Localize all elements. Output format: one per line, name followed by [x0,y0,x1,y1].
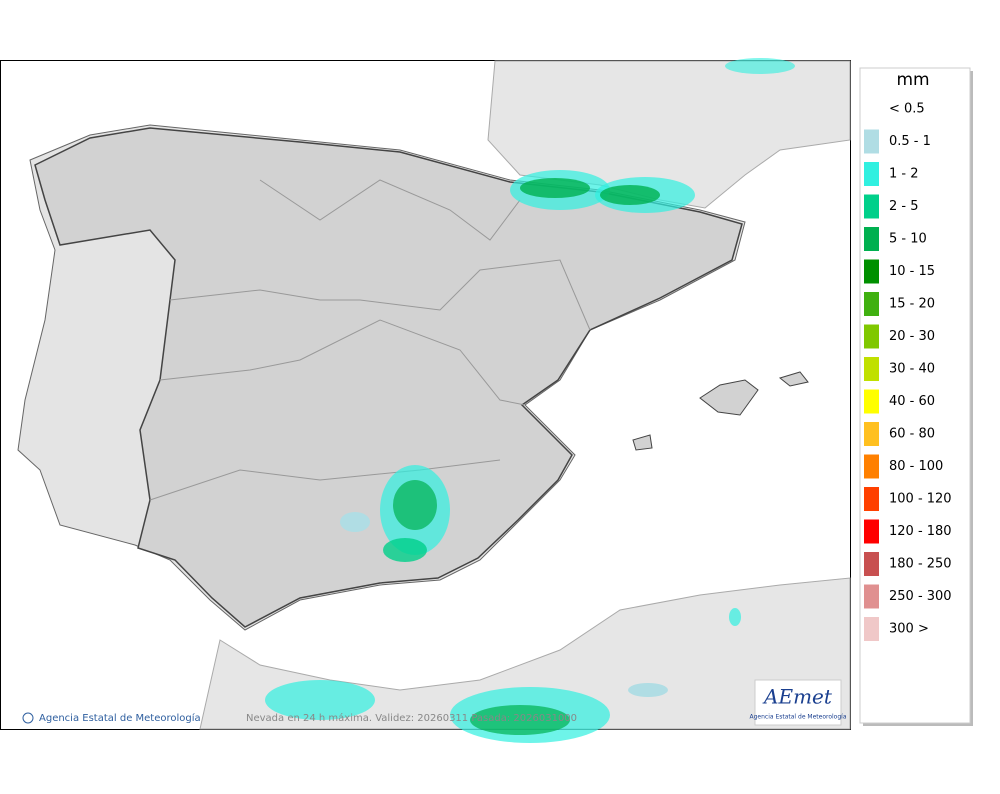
logo-box [754,679,842,726]
snow-area [393,480,437,530]
france [487,60,851,209]
legend-swatch [864,259,879,284]
legend-label: 120 - 180 [889,524,952,539]
legend-label: 100 - 120 [889,492,952,507]
legend-items: < 0.5 0.5 - 1 1 - 2 2 - 5 5 - 10 10 - 15 15 - … [864,102,952,641]
mallorca [699,379,759,416]
snow-area [600,185,660,205]
legend-swatch [864,552,879,576]
legend-swatch [864,162,879,186]
legend-label: 60 - 80 [889,427,935,442]
snow-area [340,512,370,532]
legend-swatch [864,422,879,446]
legend-label: 1 - 2 [889,167,919,182]
credit: Agencia Estatal de Meteorología [39,712,201,724]
legend-swatch [864,292,879,316]
legend-swatch [864,584,879,609]
legend-swatch [864,324,879,349]
region-borders [149,179,591,501]
caption: Nevada en 24 h máxima. Validez: 20260311… [246,712,577,724]
legend-swatch [864,617,879,641]
legend-label: 300 > [889,622,929,637]
legend-label: 30 - 40 [889,362,935,377]
legend-label: 15 - 20 [889,297,935,312]
legend-label: 180 - 250 [889,557,952,572]
legend-swatch [864,194,879,219]
menorca [778,371,809,387]
snow-area [729,608,741,626]
legend-swatch [864,389,879,414]
border [149,459,501,501]
legend-label: 2 - 5 [889,199,919,214]
snow-area [383,538,427,562]
snow-areas [265,58,795,743]
legend-label: < 0.5 [889,102,925,117]
legend-label: 40 - 60 [889,394,935,409]
snow-area [520,178,590,198]
legend-swatch [864,519,879,544]
snow-area [628,683,668,697]
legend-swatch [864,487,879,511]
copyright-icon [22,712,34,724]
snow-area [265,680,375,720]
legend-label: 5 - 10 [889,232,927,247]
legend-title: mm [896,70,929,90]
legend-label: 80 - 100 [889,459,943,474]
border [169,259,591,331]
logo: AEmet [762,685,833,709]
snow-area [470,705,570,735]
border [259,179,521,241]
legend-swatch [864,129,879,154]
legend-label: 0.5 - 1 [889,134,931,149]
legend-swatch [864,454,879,479]
legend-label: 20 - 30 [889,329,935,344]
logo-subtitle: Agencia Estatal de Meteorología [750,714,847,721]
legend-label: 10 - 15 [889,264,935,279]
legend-swatch [864,227,879,251]
border [159,319,526,406]
snow-area [725,58,795,74]
ibiza [632,434,653,451]
legend-swatch [864,357,879,381]
legend-label: 250 - 300 [889,589,952,604]
